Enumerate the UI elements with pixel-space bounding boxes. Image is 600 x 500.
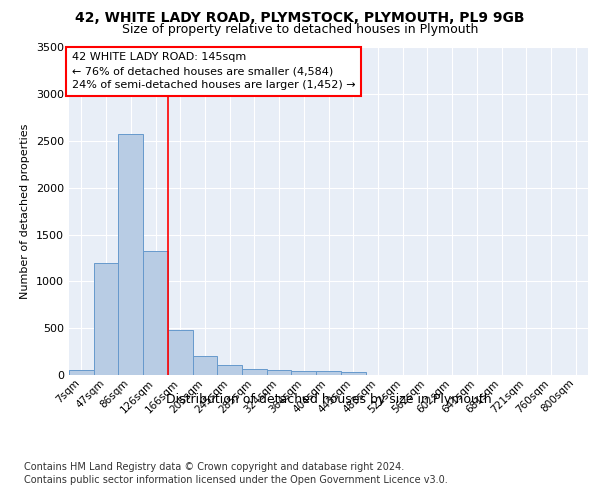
Bar bbox=[193, 356, 217, 375]
Bar bbox=[69, 370, 94, 375]
Bar bbox=[292, 372, 316, 375]
Bar bbox=[267, 370, 292, 375]
Bar bbox=[143, 252, 168, 375]
Bar bbox=[217, 364, 242, 375]
Text: Size of property relative to detached houses in Plymouth: Size of property relative to detached ho… bbox=[122, 22, 478, 36]
Text: 42, WHITE LADY ROAD, PLYMSTOCK, PLYMOUTH, PL9 9GB: 42, WHITE LADY ROAD, PLYMSTOCK, PLYMOUTH… bbox=[75, 11, 525, 25]
Text: 42 WHITE LADY ROAD: 145sqm
← 76% of detached houses are smaller (4,584)
24% of s: 42 WHITE LADY ROAD: 145sqm ← 76% of deta… bbox=[71, 52, 355, 90]
Bar bbox=[341, 372, 365, 375]
Text: Contains HM Land Registry data © Crown copyright and database right 2024.: Contains HM Land Registry data © Crown c… bbox=[24, 462, 404, 472]
Bar bbox=[168, 330, 193, 375]
Text: Contains public sector information licensed under the Open Government Licence v3: Contains public sector information licen… bbox=[24, 475, 448, 485]
Bar bbox=[242, 370, 267, 375]
Text: Distribution of detached houses by size in Plymouth: Distribution of detached houses by size … bbox=[166, 392, 491, 406]
Bar bbox=[316, 372, 341, 375]
Bar bbox=[118, 134, 143, 375]
Bar bbox=[94, 262, 118, 375]
Y-axis label: Number of detached properties: Number of detached properties bbox=[20, 124, 31, 299]
